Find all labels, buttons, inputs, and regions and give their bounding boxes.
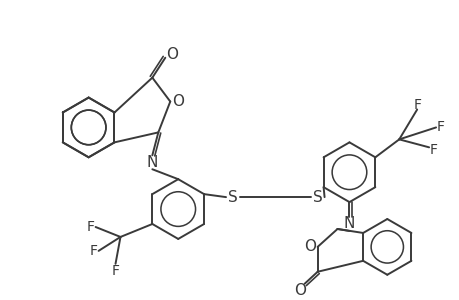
- Text: O: O: [172, 94, 184, 109]
- Text: N: N: [146, 155, 158, 170]
- Text: N: N: [343, 217, 354, 232]
- Text: O: O: [293, 283, 305, 298]
- Text: S: S: [312, 190, 322, 205]
- Text: F: F: [412, 98, 420, 112]
- Text: O: O: [303, 239, 315, 254]
- Text: O: O: [166, 47, 178, 62]
- Text: F: F: [90, 244, 97, 258]
- Text: F: F: [111, 264, 119, 278]
- Text: F: F: [429, 143, 437, 157]
- Text: S: S: [228, 190, 237, 205]
- Text: F: F: [86, 220, 95, 234]
- Text: F: F: [436, 120, 444, 134]
